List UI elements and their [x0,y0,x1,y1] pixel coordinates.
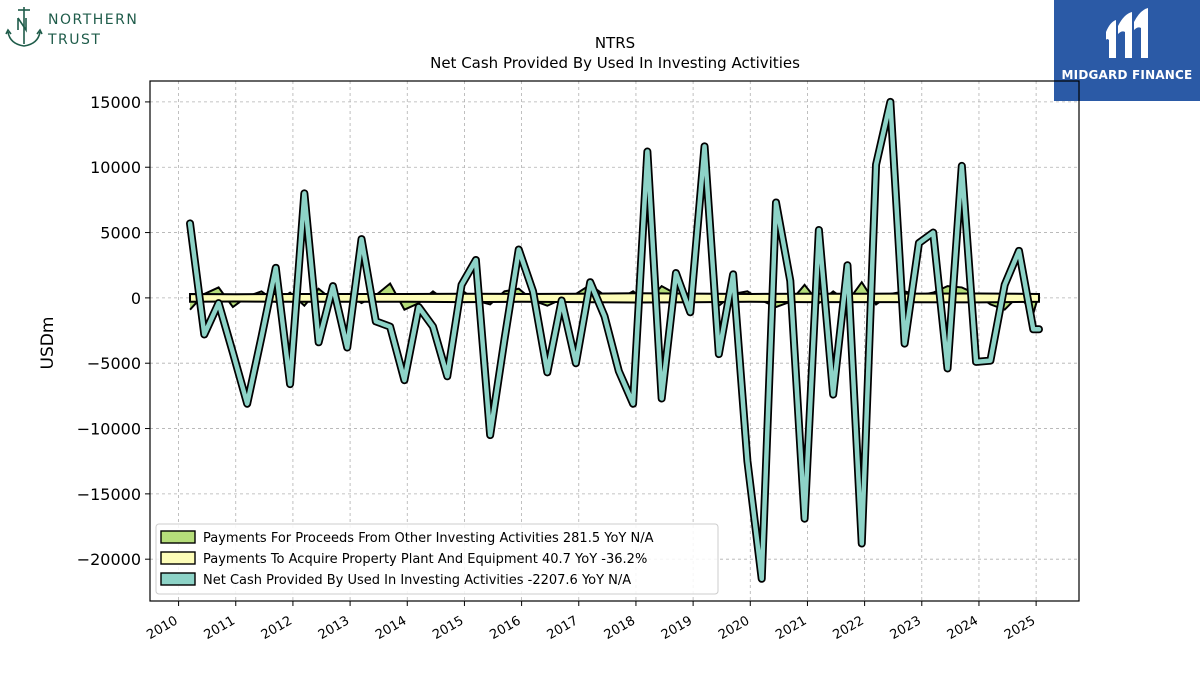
x-tick-label: 2016 [487,613,523,643]
x-tick-label: 2023 [888,613,924,643]
x-tick-label: 2015 [430,613,466,643]
x-tick-label: 2012 [259,613,295,643]
y-tick-label: 15000 [90,93,141,112]
midgard-emblem-icon [1106,8,1148,58]
x-tick-label: 2018 [602,613,638,643]
northern-trust-logo: NORTHERN TRUST [4,6,164,52]
midgard-finance-wordmark: MIDGARD FINANCE [1061,68,1193,82]
series-net-cash-line [187,99,1042,582]
x-tick-label: 2021 [773,613,809,643]
x-tick-label: 2022 [830,613,866,643]
northern-trust-wordmark: NORTHERN TRUST [48,12,139,48]
x-tick-label: 2020 [716,613,752,643]
y-tick-label: −20000 [77,550,141,569]
x-tick-label: 2019 [659,613,695,643]
y-tick-label: 10000 [90,158,141,177]
x-tick-label: 2011 [202,613,238,643]
y-tick-label: 0 [131,289,141,308]
legend: Payments For Proceeds From Other Investi… [155,523,719,595]
legend-label-net-cash: Net Cash Provided By Used In Investing A… [203,573,631,588]
y-axis-label: USDm [38,317,58,370]
x-axis: 2010 2011 2012 2013 2014 2015 2016 2017 2018 2019… [144,601,1038,643]
y-tick-label: −10000 [77,420,141,439]
plot-area [186,97,1043,583]
legend-swatch-ppe [160,551,196,565]
legend-swatch-net-cash [160,572,196,586]
anchor-icon [5,7,43,47]
x-tick-label: 2017 [545,613,581,643]
x-tick-label: 2010 [144,613,180,643]
x-tick-label: 2025 [1002,613,1038,643]
plot-frame [149,80,1080,602]
legend-swatch-other-investing [160,530,196,544]
midgard-finance-logo: MIDGARD FINANCE [1054,0,1200,101]
legend-label-other-investing: Payments For Proceeds From Other Investi… [203,531,654,546]
x-tick-label: 2014 [373,613,409,643]
chart-subtitle: Net Cash Provided By Used In Investing A… [430,54,800,72]
legend-box [155,523,719,595]
chart-title: NTRS [595,34,635,52]
y-tick-label: −15000 [77,485,141,504]
legend-label-ppe: Payments To Acquire Property Plant And E… [203,552,647,567]
y-axis: 15000 10000 5000 0 −5000 −10000 −15000 −20000 [77,93,150,569]
y-tick-label: −5000 [87,354,141,373]
x-tick-label: 2013 [316,613,352,643]
x-tick-label: 2024 [945,613,981,643]
y-tick-label: 5000 [100,224,141,243]
